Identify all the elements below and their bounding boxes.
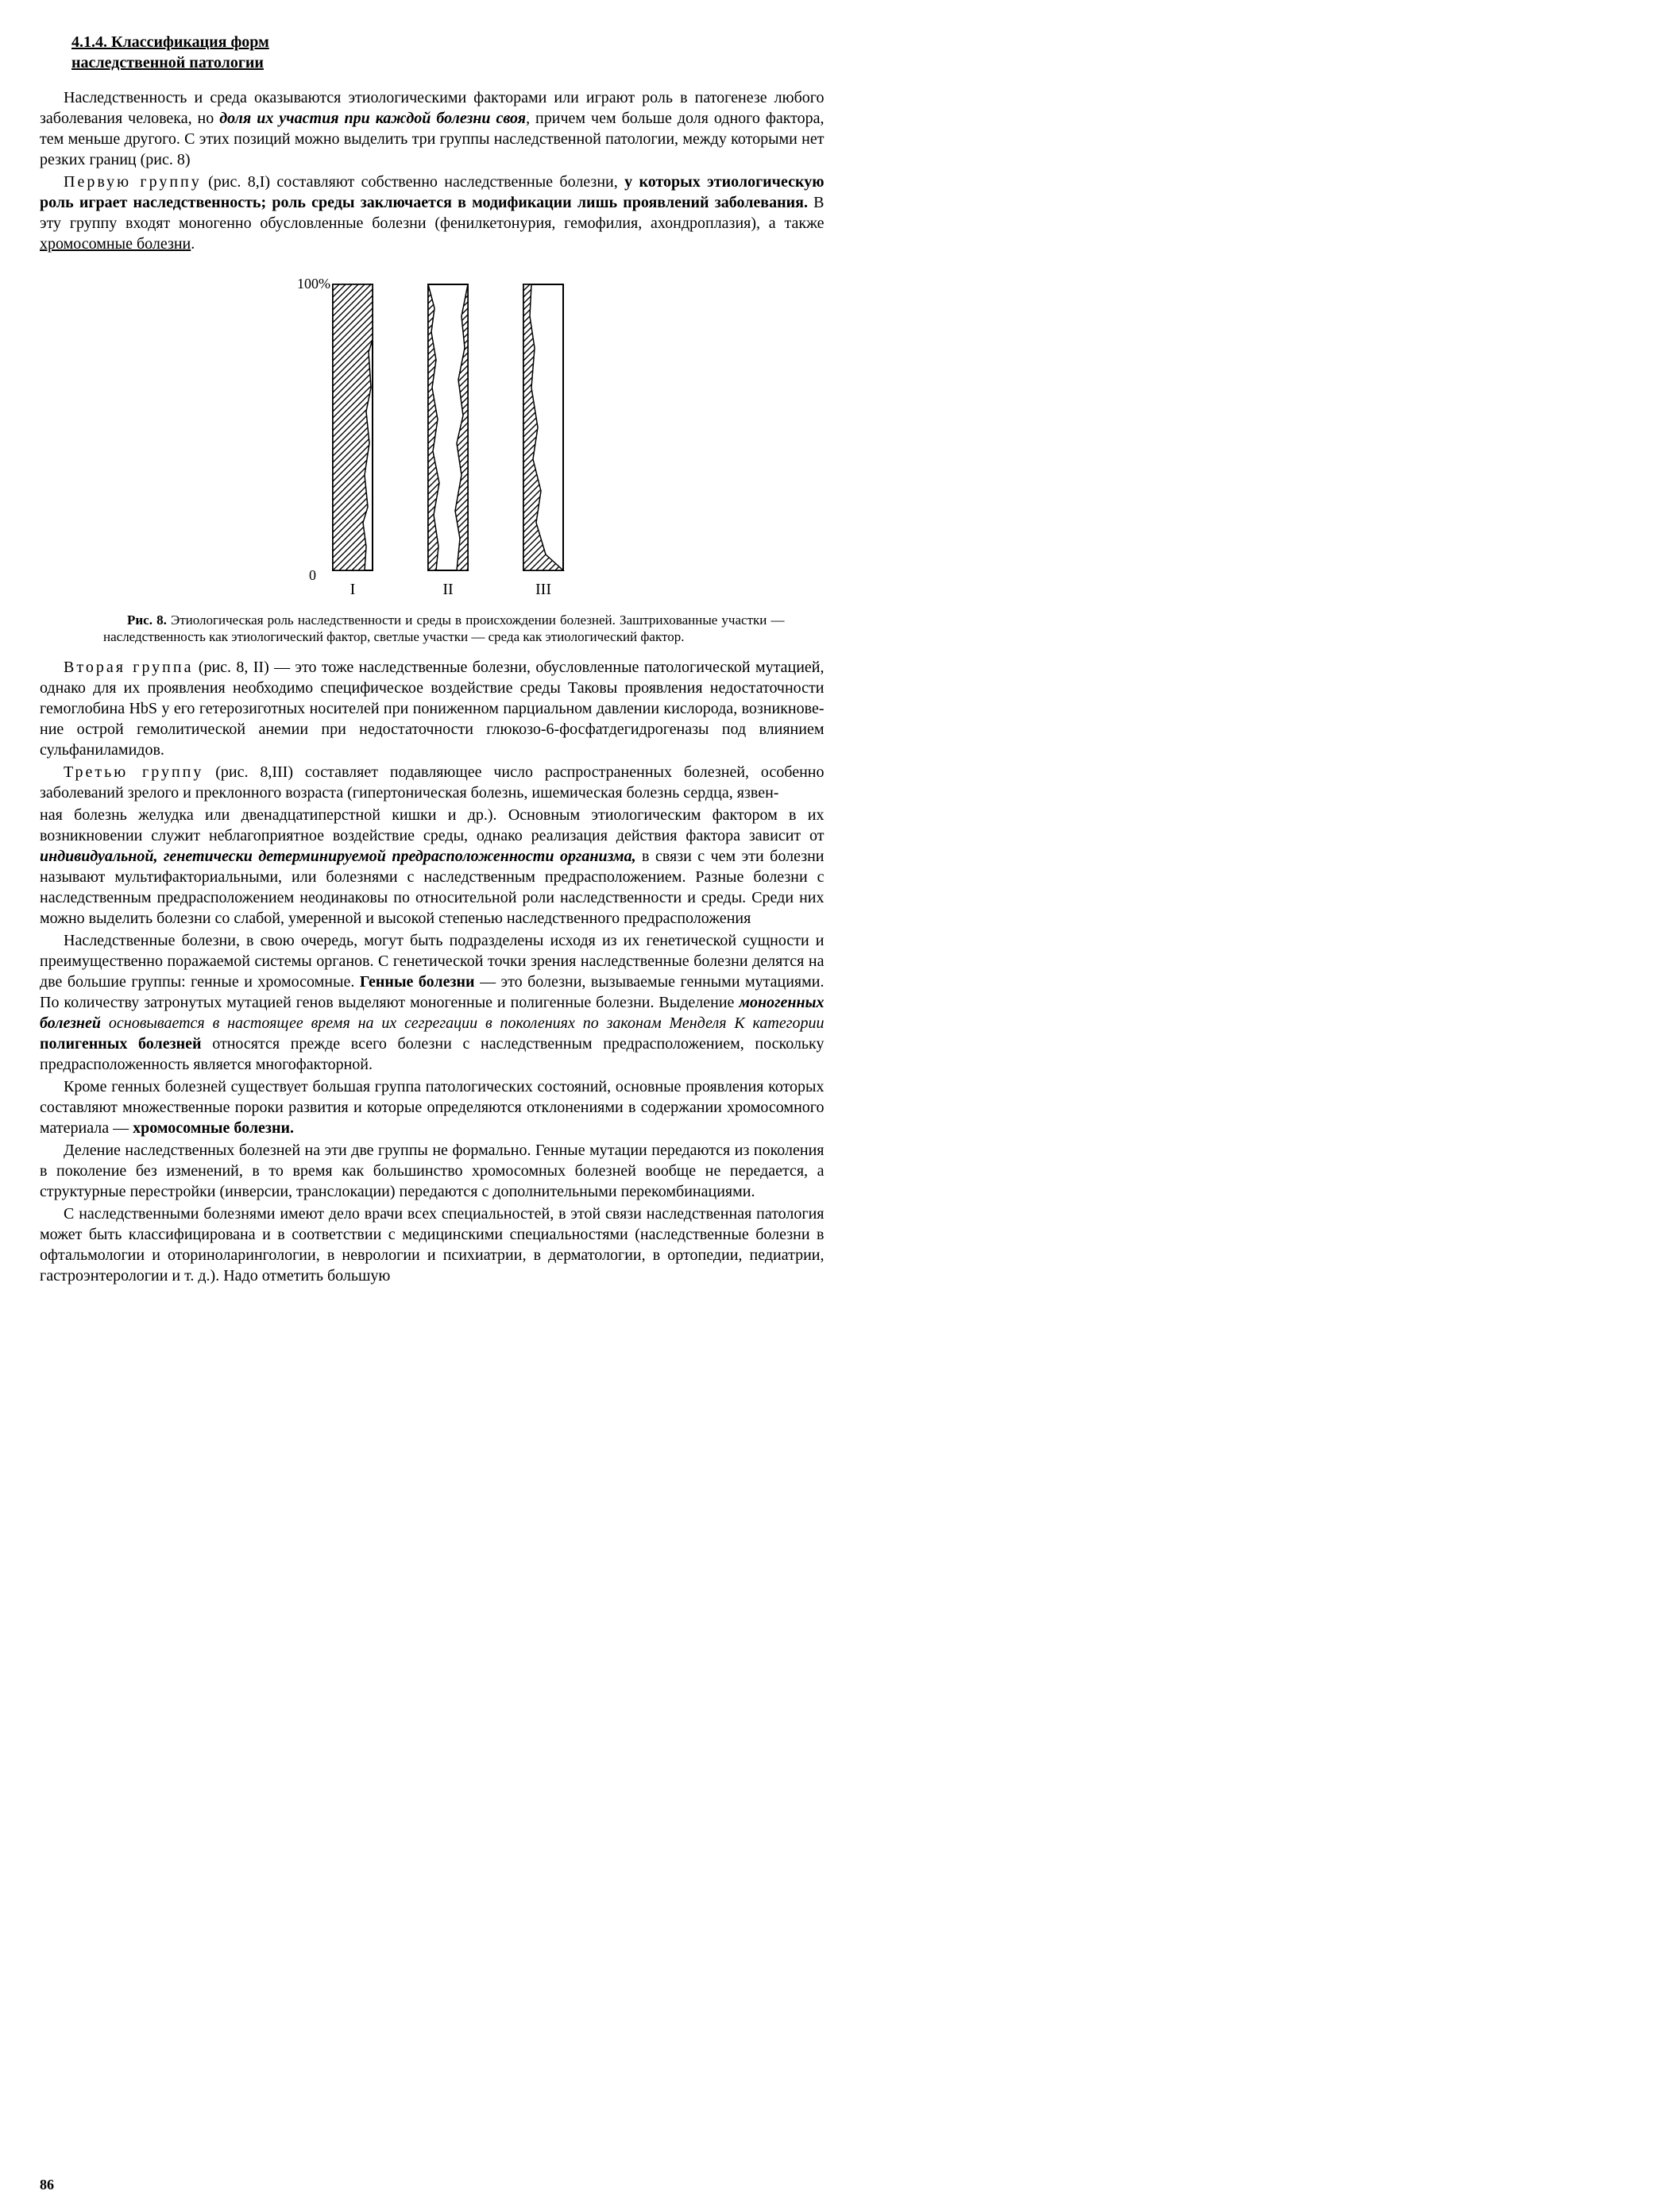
paragraph-6: Кроме генных болезней существует боль­ша…: [40, 1076, 825, 1138]
fig-label-0: 0: [309, 567, 316, 583]
section-title-line1: Классификация форм: [111, 33, 269, 51]
bar-3: [523, 284, 563, 570]
roman-2: II: [442, 581, 453, 598]
section-number: 4.1.4.: [71, 33, 107, 51]
section-title-line2: наследственной патологии: [71, 54, 264, 71]
roman-3: III: [535, 581, 551, 598]
group-2-lead: Вторая группа: [64, 659, 193, 676]
roman-1: I: [350, 581, 355, 598]
bar-1: [333, 284, 373, 570]
paragraph-3: Вторая группа (рис. 8, II) — это тоже на…: [40, 657, 825, 760]
group-1-lead: Первую группу: [64, 173, 202, 191]
paragraph-7: Деление наследственных болезней на эти д…: [40, 1140, 825, 1202]
paragraph-4a: Третью группу (рис. 8,III) состав­ляет п…: [40, 762, 825, 803]
figure-8-svg: 100% 0 I II: [265, 269, 599, 602]
fig-label-100: 100%: [297, 276, 330, 292]
figure-8: 100% 0 I II: [40, 269, 825, 646]
section-heading: 4.1.4. Классификация форм наследственной…: [71, 32, 825, 73]
paragraph-5: Наследственные болезни, в свою очередь, …: [40, 930, 825, 1075]
page-number: 86: [40, 2176, 54, 2194]
paragraph-1: Наследственность и среда оказываются эти…: [40, 87, 825, 170]
paragraph-8: С наследственными болезнями имеют дело в…: [40, 1204, 825, 1286]
paragraph-4b: ная болезнь желудка или двенадцатиперст­…: [40, 805, 825, 929]
paragraph-2: Первую группу (рис. 8,I) составля­ют соб…: [40, 172, 825, 254]
page-body: 4.1.4. Классификация форм наследственной…: [40, 32, 1640, 2097]
bar-2: [428, 284, 468, 570]
figure-8-caption: Рис. 8. Этиологическая роль на­следствен…: [103, 612, 785, 646]
group-3-lead: Третью группу: [64, 763, 203, 781]
